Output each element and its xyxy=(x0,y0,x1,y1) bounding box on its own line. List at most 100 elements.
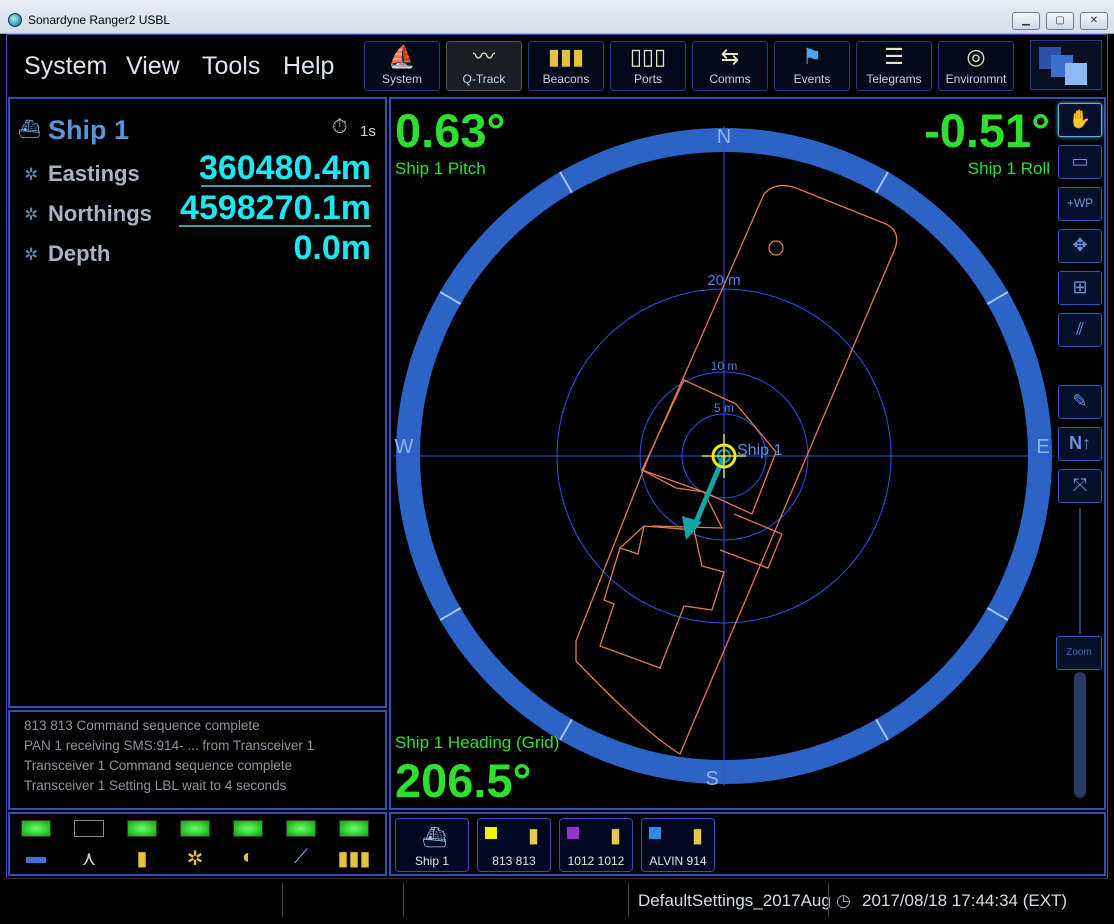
eastings-label: Eastings xyxy=(48,161,140,186)
range-label-5m: 5 m xyxy=(714,401,734,415)
menu-view[interactable]: View xyxy=(126,52,180,80)
menu-tools[interactable]: Tools xyxy=(202,52,261,80)
range-label-20m: 20 m xyxy=(707,272,740,289)
tracking-map[interactable]: N E S W 20 m 10 m 5 m Ship 1 xyxy=(391,99,1106,810)
maximize-button[interactable]: ▢ xyxy=(1046,12,1074,30)
compass-tick xyxy=(986,607,1009,621)
ship-icon: ⛴ xyxy=(422,827,448,849)
satellite-icon: ✲ xyxy=(24,165,39,184)
toolbar-label: Events xyxy=(793,72,831,86)
pitch-value: 0.63° xyxy=(395,104,506,157)
pitch-label: Ship 1 Pitch xyxy=(395,159,486,178)
zoom-handle[interactable]: Zoom xyxy=(1056,636,1102,670)
beacon-bar: ⛴ Ship 1 ▮ 813 813 ▮ 1012 1012 ▮ ALVIN 9… xyxy=(389,812,1106,876)
beacon-icon: ▮ xyxy=(692,825,704,847)
notes-button[interactable]: ✎ xyxy=(1058,385,1102,419)
toolbar-label: Ports xyxy=(633,72,662,86)
beacon-alvin-914[interactable]: ▮ ALVIN 914 xyxy=(641,818,715,872)
menu-bar: System View Tools Help ⛵ System 〰 Q-Trac… xyxy=(8,36,1106,94)
position-panel: ⛴ Ship 1 ⏱ 1s ✲ Eastings 360480.4m ✲ Nor… xyxy=(8,97,387,708)
toolbar-label: Environmnt xyxy=(945,72,1007,86)
motion-sensor-icon[interactable]: ⟋ xyxy=(294,846,308,868)
title-bar: Sonardyne Ranger2 USBL ▁ ▢ ✕ xyxy=(0,0,1114,34)
depth-value: 0.0m xyxy=(293,229,372,267)
eastings-value: 360480.4m xyxy=(198,149,371,187)
beacon-label: Ship 1 xyxy=(414,854,450,868)
beacon-813[interactable]: ▮ 813 813 xyxy=(477,818,551,872)
northings-value: 4598270.1m xyxy=(180,189,371,227)
app-icon xyxy=(8,13,22,27)
beacon-1012[interactable]: ▮ 1012 1012 xyxy=(559,818,633,872)
gyro-icon[interactable]: ◐ xyxy=(241,846,255,868)
beacon-icon[interactable]: ▮ xyxy=(136,848,148,870)
menu-system[interactable]: System xyxy=(24,52,108,80)
beacon-color-swatch xyxy=(567,827,579,839)
message-log: 813 813 Command sequence complete PAN 1 … xyxy=(8,710,387,810)
beacons-icon: ▮▮▮ xyxy=(547,44,585,69)
tracking-display[interactable]: N E S W 20 m 10 m 5 m Ship 1 0.63° Ship … xyxy=(389,97,1106,810)
log-line: PAN 1 receiving SMS:914- ... from Transc… xyxy=(24,738,315,753)
pan-tool-button[interactable]: ✋ xyxy=(1058,103,1102,137)
minimize-button[interactable]: ▁ xyxy=(1012,12,1040,30)
toolbar-label: Telegrams xyxy=(866,72,922,86)
satellite-icon: ✲ xyxy=(24,245,39,264)
toolbar-environment-button[interactable]: ◎ Environmnt xyxy=(938,41,1014,91)
ruler-icon: ▭ xyxy=(1071,151,1089,171)
compass-tick xyxy=(439,291,462,305)
status-light xyxy=(127,820,157,837)
toolbar-telegrams-button[interactable]: ☰ Telegrams xyxy=(856,41,932,91)
menu-help[interactable]: Help xyxy=(283,52,335,80)
toolbar-beacons-button[interactable]: ▮▮▮ Beacons xyxy=(528,41,604,91)
beacon-label: 1012 1012 xyxy=(567,854,625,868)
fit-view-button[interactable]: ⤧ xyxy=(1058,469,1102,503)
add-waypoint-button[interactable]: +WP xyxy=(1058,187,1102,221)
status-light xyxy=(233,820,263,837)
add-waypoint-icon: +WP xyxy=(1066,196,1094,210)
status-light xyxy=(339,820,369,837)
events-icon: ⚑ xyxy=(802,44,822,69)
window-layout-button[interactable] xyxy=(1030,40,1102,90)
zoom-slider-track[interactable] xyxy=(1074,672,1086,798)
timer-icon: ⏱ xyxy=(332,116,348,138)
north-up-button[interactable]: N↑ xyxy=(1058,427,1102,461)
status-light xyxy=(286,820,316,837)
add-marker-button[interactable]: ⊞ xyxy=(1058,271,1102,305)
status-bar: DefaultSettings_2017Aug ◷ 2017/08/18 17:… xyxy=(6,878,1108,922)
beacons-icon[interactable]: ▮▮▮ xyxy=(337,848,371,870)
ruler-tool-button[interactable]: ▭ xyxy=(1058,145,1102,179)
compass-tick xyxy=(875,171,889,194)
status-datetime: 2017/08/18 17:44:34 (EXT) xyxy=(862,891,1068,910)
transceiver-icon[interactable]: ▬ xyxy=(26,846,46,868)
satellite-icon: ✲ xyxy=(24,205,39,224)
toolbar-ports-button[interactable]: ▯▯▯ Ports xyxy=(610,41,686,91)
measure-tool-button[interactable]: ⫽ xyxy=(1058,313,1102,347)
compass-tick xyxy=(559,718,573,741)
zoom-rail xyxy=(1079,508,1081,634)
update-interval: 1s xyxy=(360,123,376,140)
toolbar-qtrack-button[interactable]: 〰 Q-Track xyxy=(446,41,522,91)
measure-icon: ⫽ xyxy=(1075,319,1085,339)
telegrams-icon: ☰ xyxy=(884,44,904,69)
compass-north: N xyxy=(717,126,731,148)
beacon-label: ALVIN 914 xyxy=(649,854,707,868)
range-label-10m: 10 m xyxy=(711,359,738,373)
toolbar-system-button[interactable]: ⛵ System xyxy=(364,41,440,91)
zoom-label: Zoom xyxy=(1066,647,1092,658)
comms-icon: ⇆ xyxy=(720,44,740,69)
toolbar-comms-button[interactable]: ⇆ Comms xyxy=(692,41,768,91)
notes-icon: ✎ xyxy=(1072,391,1088,411)
heading-value: 206.5° xyxy=(395,754,532,807)
heading-arrowhead xyxy=(682,516,702,540)
toolbar-events-button[interactable]: ⚑ Events xyxy=(774,41,850,91)
north-up-icon: N↑ xyxy=(1069,433,1091,453)
network-icon[interactable]: ⋏ xyxy=(81,848,97,870)
close-button[interactable]: ✕ xyxy=(1080,12,1108,30)
beacon-color-swatch xyxy=(485,827,497,839)
compass-tick xyxy=(875,718,889,741)
gnss-icon[interactable]: ✲ xyxy=(186,848,204,870)
move-tool-button[interactable]: ✥ xyxy=(1058,229,1102,263)
beacon-ship-1[interactable]: ⛴ Ship 1 xyxy=(395,818,469,872)
compass-east: E xyxy=(1036,436,1049,458)
add-marker-icon: ⊞ xyxy=(1072,277,1088,297)
eastings-underline xyxy=(201,185,371,187)
